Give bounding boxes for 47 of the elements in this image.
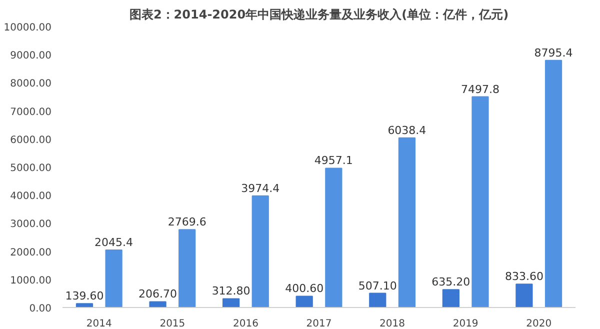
bar [222, 298, 240, 308]
data-label: 6038.4 [388, 124, 426, 137]
y-tick-label: 9000.00 [10, 50, 52, 62]
y-tick-label: 1000.00 [10, 275, 52, 286]
bar [442, 289, 460, 308]
data-label: 7497.8 [460, 82, 500, 96]
data-label: 3974.4 [241, 182, 280, 195]
data-label: 206.70 [138, 288, 178, 301]
y-tick-label: 5000.00 [10, 163, 52, 174]
bar [398, 137, 416, 308]
data-label: 833.60 [504, 270, 544, 284]
bar [296, 296, 313, 308]
bar [252, 195, 269, 308]
bar [149, 301, 166, 308]
y-tick-label: 7000.00 [10, 106, 52, 118]
data-label: 2769.6 [168, 216, 206, 229]
y-tick-label: 0.00 [29, 304, 52, 314]
y-tick-label: 2000.00 [10, 247, 52, 258]
y-tick-label: 3000.00 [10, 219, 52, 230]
bar [76, 303, 94, 308]
x-tick-label: 2015 [160, 318, 186, 329]
y-tick-label: 4000.00 [10, 191, 52, 202]
x-tick-label: 2019 [452, 318, 478, 329]
chart-title: 图表2：2014-2020年中国快递业务量及业务收入(单位：亿件，亿元) [129, 8, 509, 22]
data-label: 2045.4 [94, 236, 134, 250]
x-tick-label: 2014 [86, 318, 112, 329]
bar [472, 96, 489, 308]
y-tick-label: 6000.00 [10, 134, 52, 146]
data-label: 139.60 [65, 290, 104, 303]
data-label: 400.60 [285, 282, 324, 296]
x-tick-label: 2017 [306, 318, 332, 329]
bar [325, 168, 342, 308]
data-label: 312.80 [212, 284, 250, 298]
bar [516, 284, 533, 308]
bar [369, 292, 386, 308]
bar [178, 229, 196, 308]
y-tick-label: 10000.00 [4, 22, 52, 34]
x-tick-label: 2020 [526, 318, 552, 329]
data-label: 635.20 [432, 276, 470, 289]
y-tick-label: 8000.00 [10, 78, 52, 90]
x-tick-label: 2016 [232, 318, 258, 329]
data-label: 8795.4 [534, 46, 573, 60]
bar [105, 250, 122, 308]
bar [544, 60, 562, 308]
data-label: 4957.1 [314, 154, 353, 168]
data-label: 507.10 [358, 279, 397, 292]
x-tick-label: 2018 [380, 318, 406, 329]
